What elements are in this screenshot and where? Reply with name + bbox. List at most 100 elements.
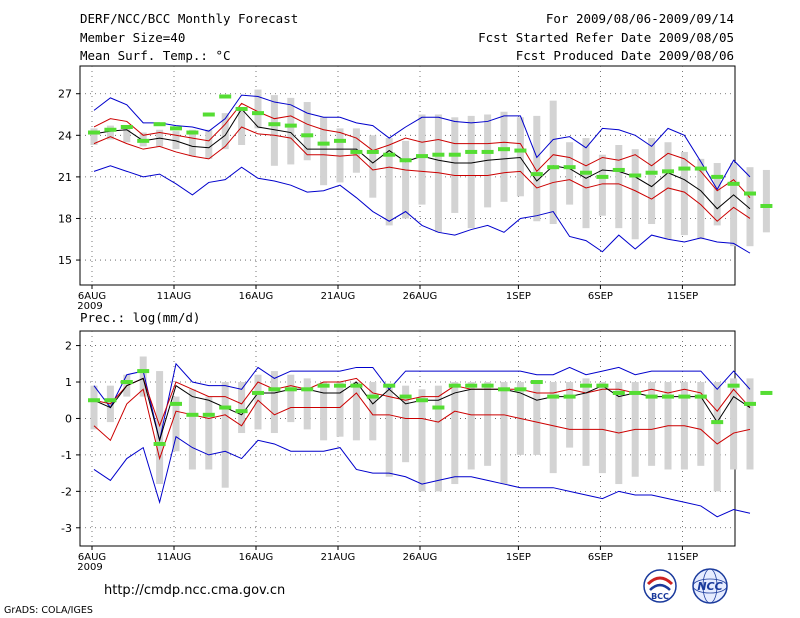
temperature-marker [465, 149, 478, 154]
bcc-logo-text: BCC [651, 592, 669, 601]
precipitation-box [270, 371, 278, 434]
temperature-marker [366, 149, 379, 154]
source-url[interactable]: http://cmdp.ncc.cma.gov.cn [104, 583, 286, 598]
temperature-box [533, 115, 541, 222]
precipitation-box [467, 382, 475, 470]
temperature-marker [186, 130, 199, 135]
precipitation-box [287, 374, 295, 423]
temperature-marker [104, 127, 117, 132]
precipitation-box [598, 382, 606, 474]
precipitation-lower-line [93, 388, 751, 461]
temperature-box [762, 169, 770, 233]
temperature-box [418, 114, 426, 205]
temperature-marker [547, 165, 560, 170]
precipitation-max-line [93, 362, 751, 441]
precipitation-marker [268, 387, 281, 392]
temperature-marker [580, 170, 592, 175]
precipitation-marker [481, 383, 494, 388]
precipitation-box [205, 396, 213, 470]
temperature-year-label: 2009 [77, 301, 102, 312]
temperature-max-line [93, 94, 751, 191]
precipitation-marker [219, 405, 232, 410]
temperature-box [549, 100, 557, 225]
precipitation-marker [662, 394, 674, 399]
precipitation-xtick-label: 6AUG [78, 552, 106, 563]
temperature-xtick-label: 26AUG [403, 291, 438, 302]
precipitation-min-line [93, 435, 751, 518]
precipitation-box [172, 396, 180, 452]
temperature-marker [334, 138, 346, 143]
temperature-marker [252, 111, 264, 116]
temperature-marker [563, 165, 576, 170]
temperature-marker [317, 141, 330, 146]
precipitation-xtick-label: 16AUG [239, 552, 274, 563]
precipitation-box [385, 385, 393, 477]
precipitation-marker [645, 394, 658, 399]
precipitation-box [139, 356, 147, 397]
precipitation-marker [596, 383, 609, 388]
precipitation-marker [170, 401, 182, 406]
temperature-box [254, 89, 262, 129]
precipitation-box [320, 382, 328, 441]
temperature-box [697, 158, 705, 240]
temperature-marker [727, 181, 740, 186]
precipitation-marker [235, 409, 248, 414]
precipitation-box [188, 389, 196, 470]
precipitation-box [451, 382, 459, 485]
temperature-marker [219, 94, 232, 99]
temperature-marker [498, 147, 510, 152]
precipitation-marker [104, 398, 117, 403]
temperature-box [106, 125, 114, 140]
precipitation-year-label: 2009 [77, 562, 102, 573]
temperature-box [451, 117, 459, 213]
temperature-ytick-label: 18 [58, 212, 72, 225]
temperature-marker [662, 169, 674, 174]
precipitation-marker [416, 398, 428, 403]
temperature-marker [170, 126, 182, 131]
precipitation-marker [612, 390, 625, 395]
precipitation-xtick-label: 21AUG [321, 552, 356, 563]
temperature-box [680, 151, 688, 236]
precipitation-box [336, 382, 344, 437]
temperature-box [648, 138, 656, 225]
temperature-box [123, 128, 131, 143]
temperature-xtick-label: 1SEP [506, 291, 531, 302]
temperature-box [434, 114, 442, 233]
precipitation-marker [432, 405, 445, 410]
precipitation-marker [120, 380, 133, 385]
temperature-box [516, 117, 524, 197]
temperature-marker [284, 123, 297, 128]
temperature-box [566, 142, 574, 205]
temperature-box [484, 114, 492, 208]
temperature-box [713, 163, 721, 226]
precipitation-axis-title: Prec.: log(mm/d) [80, 310, 201, 325]
temperature-box [172, 131, 180, 150]
temperature-marker [120, 124, 133, 129]
precipitation-marker [744, 401, 756, 406]
ncc-logo-text: NCC [697, 580, 722, 593]
precipitation-xtick-label: 26AUG [403, 552, 438, 563]
temperature-xtick-label: 6AUG [78, 291, 106, 302]
temperature-box [598, 154, 606, 216]
precipitation-ytick-label: 0 [65, 412, 72, 425]
temperature-box [385, 138, 393, 226]
temperature-box [270, 95, 278, 166]
precipitation-marker [334, 383, 346, 388]
precipitation-box [730, 378, 738, 470]
precipitation-box [156, 371, 164, 485]
forecast-period: For 2009/08/06-2009/09/14 [545, 11, 734, 26]
temperature-marker [760, 203, 773, 208]
precipitation-box [713, 382, 721, 492]
precipitation-marker [547, 394, 560, 399]
precipitation-ytick-label: 1 [65, 376, 72, 389]
precipitation-marker [301, 387, 314, 392]
temperature-lower-line [93, 126, 751, 222]
precipitation-box [221, 382, 229, 488]
precipitation-box [582, 378, 590, 466]
precipitation-marker [383, 383, 396, 388]
precipitation-ytick-label: -2 [61, 485, 72, 498]
temperature-axis-title: Mean Surf. Temp.: °C [80, 48, 231, 63]
precipitation-box [533, 382, 541, 455]
temperature-ytick-label: 24 [58, 129, 72, 142]
